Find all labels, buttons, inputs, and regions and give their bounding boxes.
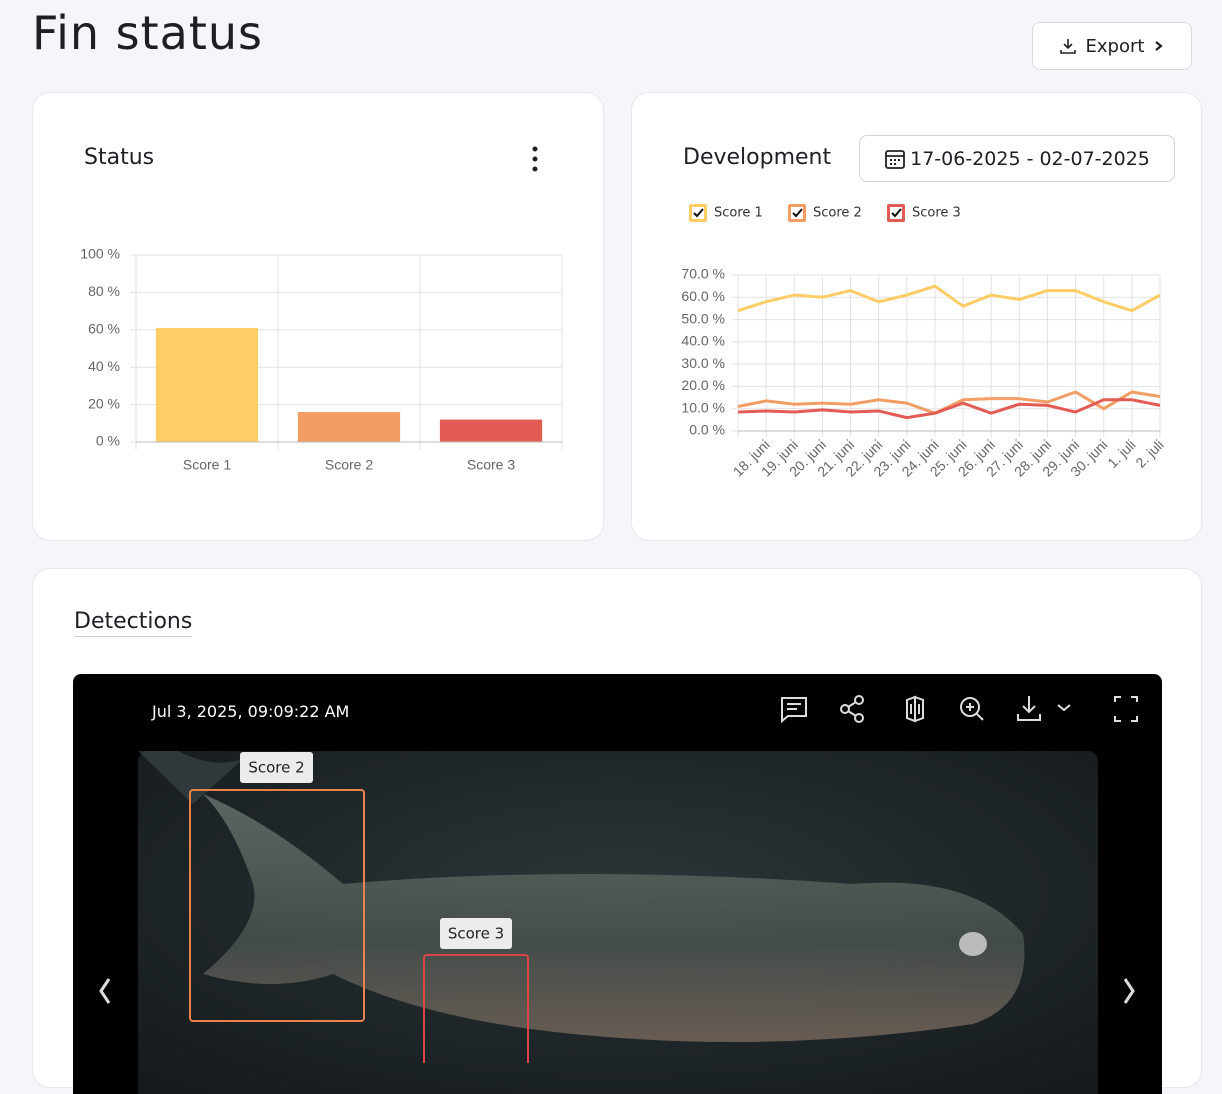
menu-button[interactable]	[529, 145, 541, 175]
page: Fin status Export Status Development 17-…	[32, 6, 1202, 1094]
toolbar	[781, 695, 1138, 724]
date-range-picker[interactable]: 17-06-2025 - 02-07-2025	[859, 135, 1175, 182]
detections-card: Detections Jul 3, 2025, 09:09:22 AM	[32, 568, 1202, 1094]
calendar-icon	[885, 149, 906, 169]
card-title: Detections	[74, 609, 193, 637]
page-title: Fin status	[32, 6, 264, 60]
card-title: Development	[683, 145, 832, 170]
date-range: 17-06-2025 - 02-07-2025	[910, 147, 1150, 170]
compare-icon[interactable]	[906, 695, 924, 723]
card-title: Status	[84, 145, 155, 170]
dropdown-icon[interactable]	[1057, 704, 1071, 712]
share-icon[interactable]	[840, 695, 864, 723]
download-icon[interactable]	[1017, 696, 1041, 721]
download-icon	[1059, 39, 1076, 54]
fullscreen-icon[interactable]	[1114, 696, 1138, 722]
detection-image	[99, 751, 1135, 1094]
comment-icon[interactable]	[781, 697, 807, 724]
chevron	[1155, 41, 1164, 51]
prev-button[interactable]	[99, 978, 111, 1004]
export-button[interactable]: Export	[1032, 22, 1192, 70]
next-button[interactable]	[1123, 978, 1135, 1004]
image-viewer: Jul 3, 2025, 09:09:22 AM	[73, 674, 1162, 1094]
export-label: Export	[1085, 35, 1145, 57]
status-card: Status	[32, 92, 604, 541]
zoom-icon[interactable]	[960, 697, 984, 721]
development-card: Development 17-06-2025 - 02-07-2025	[631, 92, 1202, 541]
timestamp: Jul 3, 2025, 09:09:22 AM	[152, 702, 350, 721]
